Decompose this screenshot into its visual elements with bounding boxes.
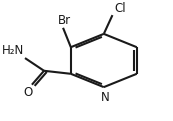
Text: N: N [101, 91, 110, 104]
Text: H₂N: H₂N [2, 45, 24, 57]
Text: Br: Br [58, 14, 71, 27]
Text: O: O [23, 86, 32, 99]
Text: Cl: Cl [114, 2, 126, 15]
